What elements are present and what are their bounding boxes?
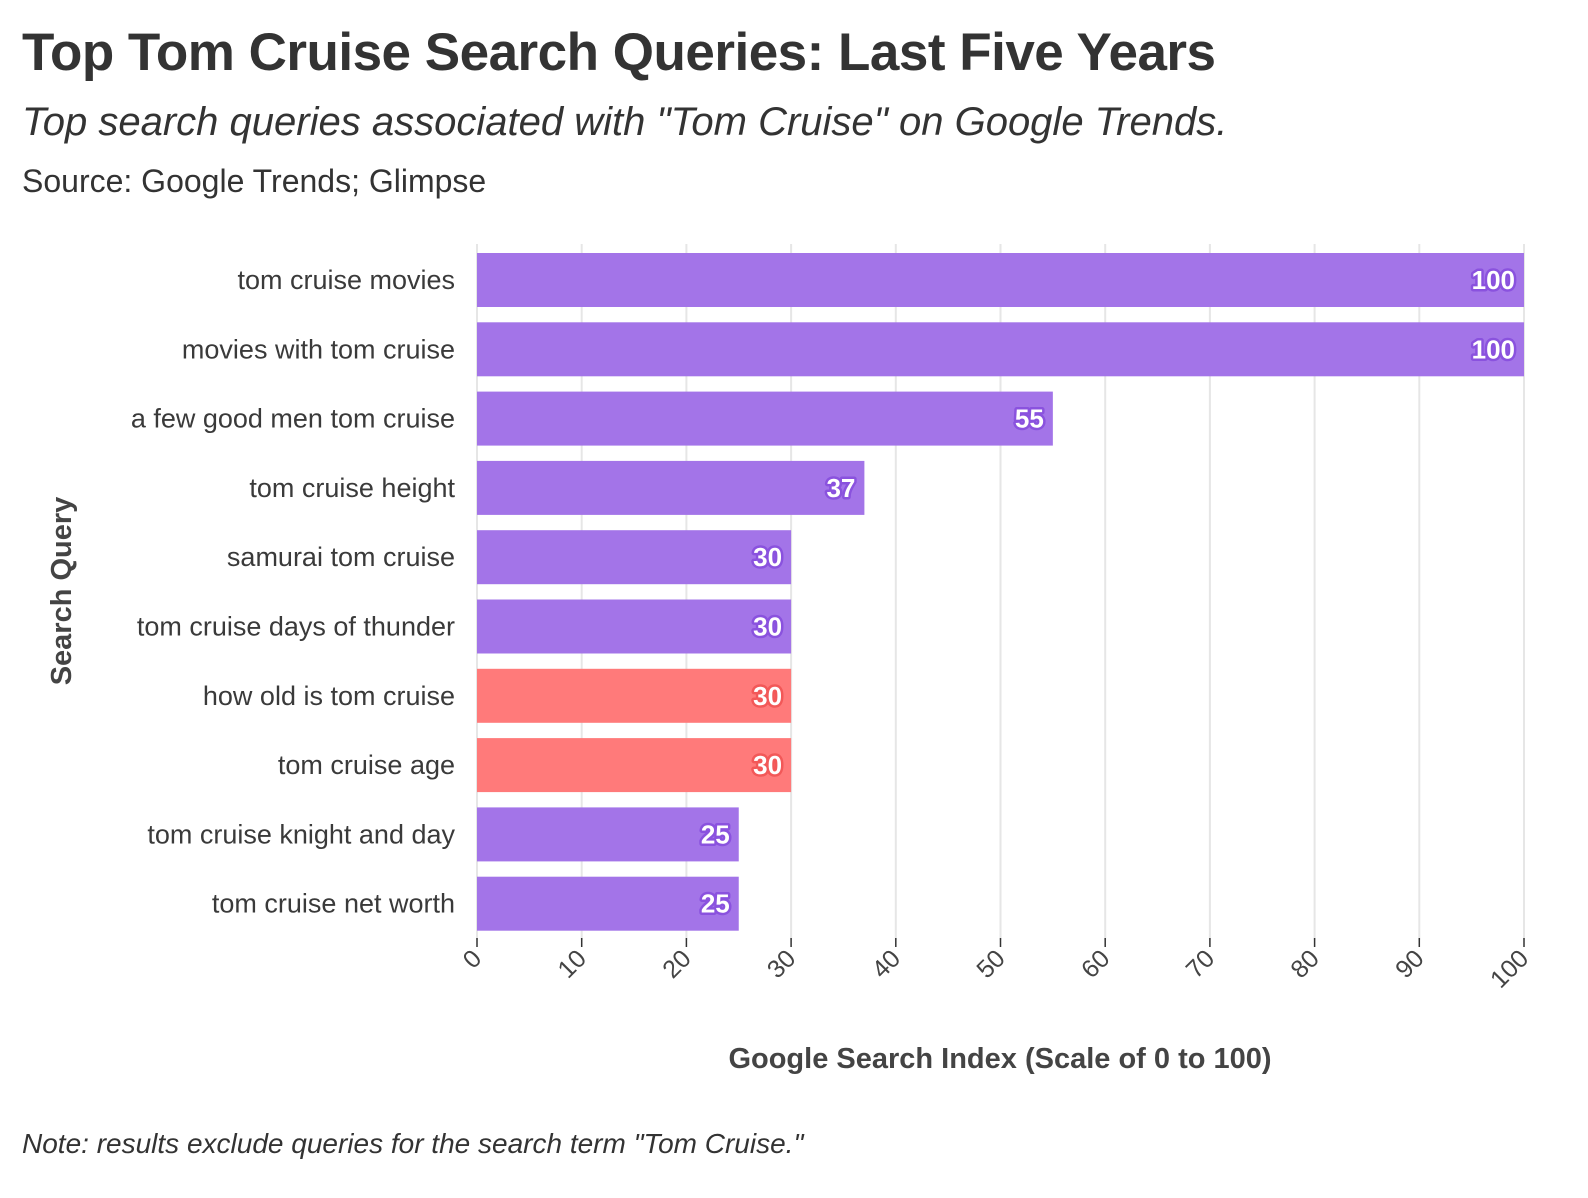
bar [477, 460, 865, 515]
x-tick-label: 70 [1181, 944, 1220, 983]
y-axis-categories: tom cruise movies movies with tom cruise a… [131, 265, 456, 919]
bar-value-label: 55 [1015, 404, 1044, 434]
y-category-label: how old is tom cruise [203, 681, 455, 711]
bar-value-label: 25 [701, 889, 730, 919]
bar-value-label: 30 [753, 612, 782, 642]
bar-value-label: 30 [753, 681, 782, 711]
bar [477, 530, 792, 585]
bar-value-label: 30 [753, 750, 782, 780]
x-tick-label: 40 [867, 944, 906, 983]
x-tick-label: 0 [458, 944, 488, 974]
x-tick-label: 60 [1076, 944, 1115, 983]
y-category-label: tom cruise height [249, 473, 455, 503]
x-axis-ticks: 0 10 20 30 40 50 60 70 80 90 100 [458, 938, 1534, 994]
y-category-label: tom cruise days of thunder [137, 612, 455, 642]
bars [477, 253, 1524, 931]
bar [477, 253, 1524, 307]
y-category-label: tom cruise movies [237, 265, 455, 295]
bar [477, 807, 739, 862]
bar-value-label: 100 [1472, 334, 1515, 364]
x-tick-label: 10 [552, 944, 591, 983]
x-tick-label: 100 [1485, 944, 1534, 993]
x-tick-label: 80 [1285, 944, 1324, 983]
chart-subtitle: Top search queries associated with "Tom … [22, 100, 1228, 144]
bar [477, 876, 739, 931]
y-category-label: tom cruise net worth [212, 889, 455, 919]
y-category-label: tom cruise age [278, 750, 455, 780]
bar-value-label: 100 [1472, 265, 1515, 295]
bar-value-label: 25 [701, 819, 730, 849]
bar-value-label: 37 [826, 473, 855, 503]
y-category-label: a few good men tom cruise [131, 404, 455, 434]
data-labels: 100 100 55 37 30 30 30 30 25 25 [698, 263, 1517, 922]
x-tick-label: 90 [1390, 944, 1429, 983]
chart-source: Source: Google Trends; Glimpse [22, 163, 487, 199]
x-axis-title: Google Search Index (Scale of 0 to 100) [728, 1043, 1271, 1075]
bar-value-label: 30 [753, 542, 782, 572]
y-axis-title: Search Query [46, 497, 78, 686]
chart-title: Top Tom Cruise Search Queries: Last Five… [22, 23, 1216, 82]
bar [477, 322, 1524, 377]
y-category-label: samurai tom cruise [227, 542, 455, 572]
y-category-label: movies with tom cruise [182, 334, 455, 364]
bar [477, 599, 792, 654]
bar [477, 668, 792, 723]
x-tick-label: 50 [971, 944, 1010, 983]
chart-note: Note: results exclude queries for the se… [22, 1128, 804, 1159]
bar [477, 738, 792, 793]
bar [477, 391, 1053, 446]
x-tick-label: 30 [762, 944, 801, 983]
x-tick-label: 20 [657, 944, 696, 983]
y-category-label: tom cruise knight and day [147, 819, 455, 849]
